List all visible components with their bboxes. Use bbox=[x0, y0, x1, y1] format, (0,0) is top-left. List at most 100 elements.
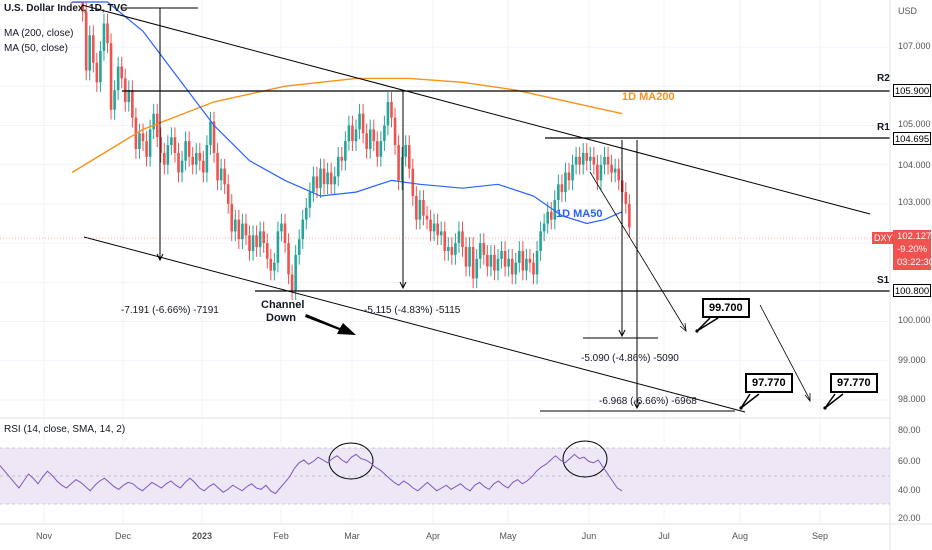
candle-body bbox=[489, 254, 493, 267]
candle-body bbox=[589, 156, 592, 161]
last-price-countdown: 03:22:30 bbox=[897, 257, 932, 268]
last-price-box bbox=[893, 230, 931, 270]
candle-body bbox=[436, 223, 439, 236]
candle-body bbox=[599, 164, 603, 181]
candle-body bbox=[170, 137, 173, 146]
candle-body bbox=[276, 231, 280, 263]
candle-body bbox=[457, 231, 461, 244]
ma200-line[interactable] bbox=[71, 77, 623, 174]
symbol-title: U.S. Dollar Index, 1D, TVC bbox=[4, 3, 128, 14]
candle-body bbox=[478, 243, 482, 259]
candle-body bbox=[592, 156, 596, 165]
candle-body bbox=[411, 168, 415, 197]
candle-body bbox=[443, 231, 447, 251]
candle-body bbox=[312, 176, 315, 193]
candle-body bbox=[429, 219, 432, 232]
candle-body bbox=[447, 247, 450, 251]
rsi-line bbox=[0, 453, 623, 495]
price-tick: 100.000 bbox=[898, 315, 931, 325]
candle-body bbox=[500, 250, 503, 259]
ticker-tag: DXY bbox=[872, 232, 895, 244]
rsi-tick: 60.00 bbox=[898, 456, 921, 466]
candle-body bbox=[596, 164, 599, 181]
x-tick: Jun bbox=[581, 531, 597, 541]
candle-body bbox=[532, 262, 535, 275]
price-tick: 107.000 bbox=[898, 41, 931, 51]
candle-body bbox=[539, 231, 542, 251]
candle-body bbox=[230, 203, 234, 232]
candle-body bbox=[223, 168, 226, 185]
candle-body bbox=[461, 231, 464, 248]
candle-body bbox=[212, 121, 216, 153]
candle-body bbox=[113, 90, 116, 110]
channel-upper-line[interactable] bbox=[81, 4, 871, 215]
candle-body bbox=[234, 219, 237, 232]
candle-body bbox=[418, 199, 422, 220]
candle-body bbox=[209, 121, 212, 146]
channel-lower-line[interactable] bbox=[83, 236, 746, 413]
target-callout-2[interactable]: 97.770 bbox=[745, 373, 793, 393]
candle-body bbox=[283, 223, 287, 244]
candle-body bbox=[265, 243, 269, 259]
candle-body bbox=[344, 141, 347, 161]
measure-2-label: -5.115 (-4.83%) -5115 bbox=[364, 305, 461, 316]
candle-body bbox=[486, 254, 489, 267]
candle-body bbox=[390, 101, 393, 118]
ma200-label: 1D MA200 bbox=[622, 91, 675, 103]
candle-body bbox=[145, 141, 148, 157]
r1-price-box: 104.695 bbox=[893, 132, 931, 145]
candle-body bbox=[432, 223, 436, 232]
candle-body bbox=[152, 113, 155, 130]
candle-body bbox=[237, 219, 241, 240]
x-tick: Nov bbox=[35, 531, 53, 541]
candle-body bbox=[507, 258, 510, 267]
ma50-legend[interactable]: MA (50, close) bbox=[4, 43, 68, 54]
candle-body bbox=[468, 247, 471, 267]
candle-body bbox=[109, 43, 113, 110]
callout-1-pointer bbox=[696, 317, 719, 332]
callout-3-pointer bbox=[824, 393, 844, 409]
candle-body bbox=[173, 137, 177, 153]
candle-body bbox=[255, 235, 258, 248]
last-price-change: -9.20% bbox=[897, 244, 928, 255]
r2-label: R2 bbox=[877, 73, 890, 84]
candle-body bbox=[503, 250, 507, 267]
candle-body bbox=[315, 176, 319, 189]
candle-body bbox=[202, 160, 205, 173]
candle-body bbox=[88, 35, 92, 71]
candle-body bbox=[514, 262, 518, 275]
rsi-title[interactable]: RSI (14, close, SMA, 14, 2) bbox=[4, 424, 126, 435]
r1-label: R1 bbox=[877, 122, 890, 133]
ma200-legend[interactable]: MA (200, close) bbox=[4, 28, 74, 39]
candle-body bbox=[191, 156, 194, 165]
candle-body bbox=[102, 23, 106, 51]
candle-body bbox=[159, 137, 163, 153]
candle-body bbox=[248, 235, 251, 251]
candle-body bbox=[549, 211, 553, 220]
price-tick: 104.000 bbox=[898, 160, 931, 170]
candle-body bbox=[354, 129, 358, 142]
candle-body bbox=[280, 223, 283, 232]
price-tick: 105.000 bbox=[898, 119, 931, 129]
candle-body bbox=[81, 2, 84, 12]
candle-body bbox=[393, 117, 397, 146]
candle-body bbox=[464, 247, 468, 267]
candles bbox=[70, 1, 631, 300]
candle-body bbox=[521, 250, 525, 271]
candle-body bbox=[613, 168, 617, 173]
target-callout-1[interactable]: 99.700 bbox=[702, 298, 750, 318]
candle-body bbox=[422, 199, 425, 216]
ma50-line[interactable] bbox=[72, 1, 623, 225]
measure-1-label: -7.191 (-6.66%) -7191 bbox=[121, 305, 219, 316]
candle-body bbox=[471, 247, 475, 279]
candle-body bbox=[127, 90, 131, 102]
candle-body bbox=[610, 164, 613, 173]
measure-1-arrow bbox=[156, 253, 164, 262]
target-callout-3[interactable]: 97.770 bbox=[830, 373, 878, 393]
candle-body bbox=[301, 219, 305, 240]
candle-body bbox=[329, 172, 333, 185]
candle-body bbox=[603, 156, 606, 165]
candle-body bbox=[155, 113, 159, 138]
candle-body bbox=[92, 35, 95, 63]
grid bbox=[0, 0, 890, 524]
